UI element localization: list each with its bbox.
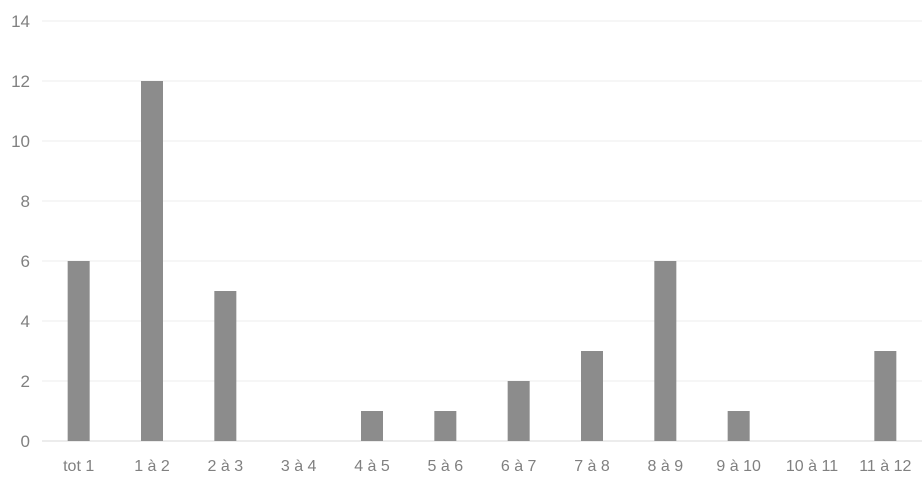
bar (874, 351, 897, 441)
x-tick-label: 7 à 8 (574, 458, 610, 475)
x-tick-label: 8 à 9 (648, 458, 684, 475)
x-tick-label: 10 à 11 (786, 458, 838, 475)
y-tick-label: 0 (21, 432, 30, 451)
x-tick-label: 3 à 4 (281, 458, 317, 475)
y-tick-label: 12 (11, 72, 30, 91)
y-tick-label: 10 (11, 132, 30, 151)
bar (141, 81, 163, 441)
x-tick-label: 4 à 5 (354, 458, 390, 475)
x-tick-label: tot 1 (63, 458, 94, 475)
x-axis-ticks: tot 1 1 à 2 2 à 3 3 à 4 4 à 5 5 à 6 6 à 7 7 à 8… (63, 458, 911, 475)
gridlines (42, 20, 922, 442)
bar (727, 411, 750, 441)
bar (67, 261, 90, 441)
y-axis-ticks: 0 2 4 6 8 10 12 14 (11, 12, 30, 451)
x-tick-label: 11 à 12 (859, 458, 911, 475)
x-tick-label: 2 à 3 (208, 458, 244, 475)
y-tick-label: 14 (11, 12, 30, 31)
bar (654, 261, 677, 441)
bar (507, 381, 530, 441)
x-tick-label: 5 à 6 (428, 458, 464, 475)
y-tick-label: 8 (21, 192, 30, 211)
bar (581, 351, 603, 441)
x-tick-label: 9 à 10 (716, 458, 761, 475)
bar (214, 291, 237, 441)
y-tick-label: 6 (21, 252, 30, 271)
y-tick-label: 2 (21, 372, 30, 391)
bar (361, 411, 383, 441)
x-tick-label: 1 à 2 (134, 458, 170, 475)
bars (67, 81, 897, 441)
bar (434, 411, 457, 441)
y-tick-label: 4 (21, 312, 30, 331)
x-tick-label: 6 à 7 (501, 458, 537, 475)
